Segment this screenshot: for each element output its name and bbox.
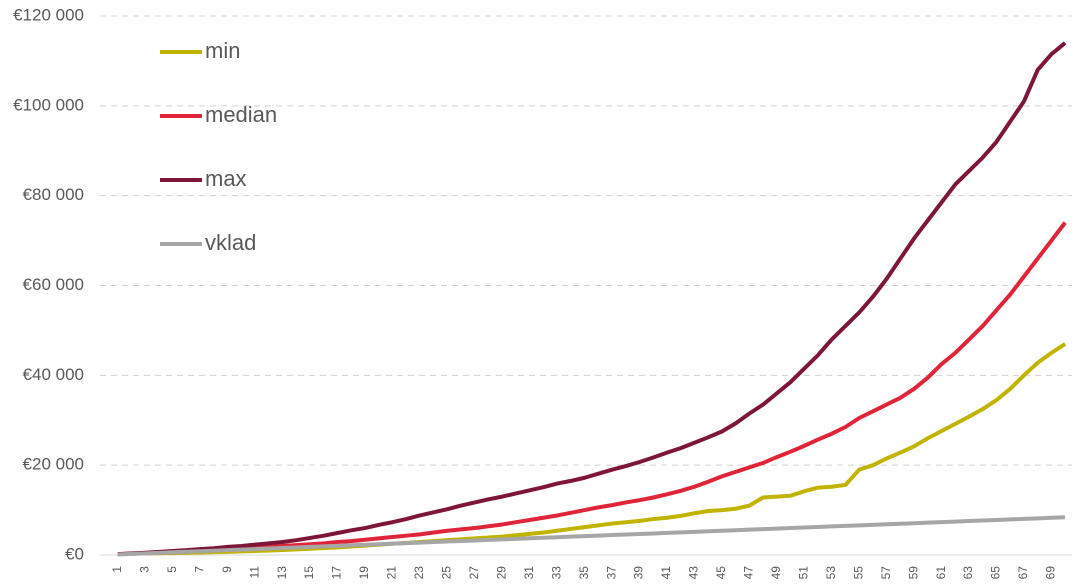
x-tick-label: 7 [192, 566, 206, 573]
x-tick-label: 23 [412, 566, 426, 580]
series-line [117, 342, 1067, 557]
x-tick-label: 31 [522, 566, 536, 580]
series-line [117, 221, 1067, 557]
x-tick-label: 25 [440, 566, 454, 580]
series-line [117, 41, 1067, 557]
x-tick-label: 33 [549, 566, 563, 580]
x-tick-label: 61 [934, 566, 948, 580]
x-tick-label: 11 [247, 566, 261, 579]
y-tick-label: €100 000 [13, 95, 84, 114]
y-tick-label: €80 000 [23, 185, 84, 204]
x-tick-label: 15 [302, 566, 316, 580]
legend-label: median [205, 102, 277, 127]
x-tick-label: 39 [632, 566, 646, 580]
series-line [117, 515, 1066, 557]
y-tick-label: €40 000 [23, 365, 84, 384]
y-tick-label: €120 000 [13, 5, 84, 24]
y-tick-label: €60 000 [23, 275, 84, 294]
legend-label: min [205, 38, 240, 63]
x-tick-label: 53 [824, 566, 838, 580]
x-tick-label: 55 [851, 566, 865, 580]
x-tick-label: 63 [961, 566, 975, 580]
x-tick-label: 29 [494, 566, 508, 580]
x-tick-label: 67 [1016, 566, 1030, 580]
x-tick-label: 59 [906, 566, 920, 580]
x-tick-label: 43 [687, 566, 701, 580]
x-tick-label: 35 [577, 566, 591, 580]
x-tick-label: 27 [467, 566, 481, 580]
y-tick-label: €0 [65, 544, 84, 563]
x-tick-label: 47 [742, 566, 756, 580]
x-tick-label: 51 [796, 566, 810, 580]
legend-label: max [205, 166, 247, 191]
x-tick-label: 3 [137, 566, 151, 573]
x-tick-label: 13 [275, 566, 289, 580]
x-tick-label: 21 [385, 566, 399, 580]
x-tick-label: 5 [165, 566, 179, 573]
x-tick-label: 69 [1044, 566, 1058, 580]
x-tick-label: 19 [357, 566, 371, 580]
x-tick-label: 49 [769, 566, 783, 580]
x-tick-label: 9 [220, 566, 234, 573]
x-tick-label: 45 [714, 566, 728, 580]
y-tick-label: €20 000 [23, 455, 84, 474]
x-tick-label: 65 [989, 566, 1003, 580]
x-tick-label: 1 [110, 566, 124, 573]
x-tick-label: 37 [604, 566, 618, 580]
x-tick-label: 57 [879, 566, 893, 580]
legend-label: vklad [205, 230, 256, 255]
x-tick-label: 41 [659, 566, 673, 580]
x-tick-label: 17 [330, 566, 344, 580]
